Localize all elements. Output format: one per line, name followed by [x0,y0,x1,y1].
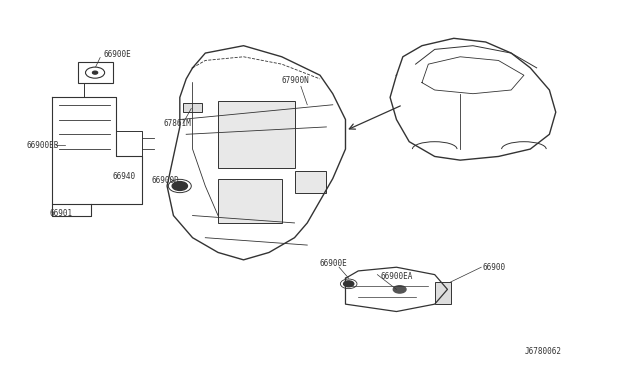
Bar [78,62,113,83]
Bar [218,179,282,223]
Bar [294,171,326,193]
Bar [183,103,202,112]
Text: 66900: 66900 [483,263,506,272]
Circle shape [93,71,98,74]
Text: 66901: 66901 [49,209,72,218]
Circle shape [344,281,354,287]
Bar [218,101,294,167]
Text: 67900N: 67900N [282,76,310,85]
Circle shape [172,182,188,190]
Text: 66900EB: 66900EB [27,141,60,150]
Text: J6780062: J6780062 [525,347,562,356]
Bar [435,282,451,304]
Text: 66900D: 66900D [151,176,179,185]
Text: 67861M: 67861M [164,119,191,128]
Text: 66900EA: 66900EA [381,272,413,281]
Circle shape [394,286,406,293]
Text: 66900E: 66900E [320,259,348,268]
Text: 66900E: 66900E [103,51,131,60]
Text: 66940: 66940 [113,172,136,181]
